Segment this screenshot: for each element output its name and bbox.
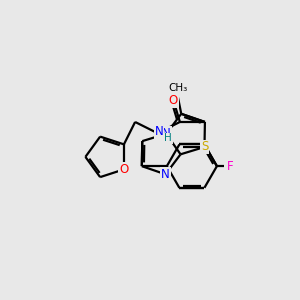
Text: CH₃: CH₃ xyxy=(168,83,188,93)
Text: H: H xyxy=(164,134,172,143)
Text: N: N xyxy=(162,127,171,140)
Text: F: F xyxy=(227,160,233,172)
Text: S: S xyxy=(201,140,208,154)
Text: O: O xyxy=(119,163,129,176)
Text: O: O xyxy=(169,94,178,107)
Text: N: N xyxy=(161,168,170,181)
Text: N: N xyxy=(154,125,164,138)
